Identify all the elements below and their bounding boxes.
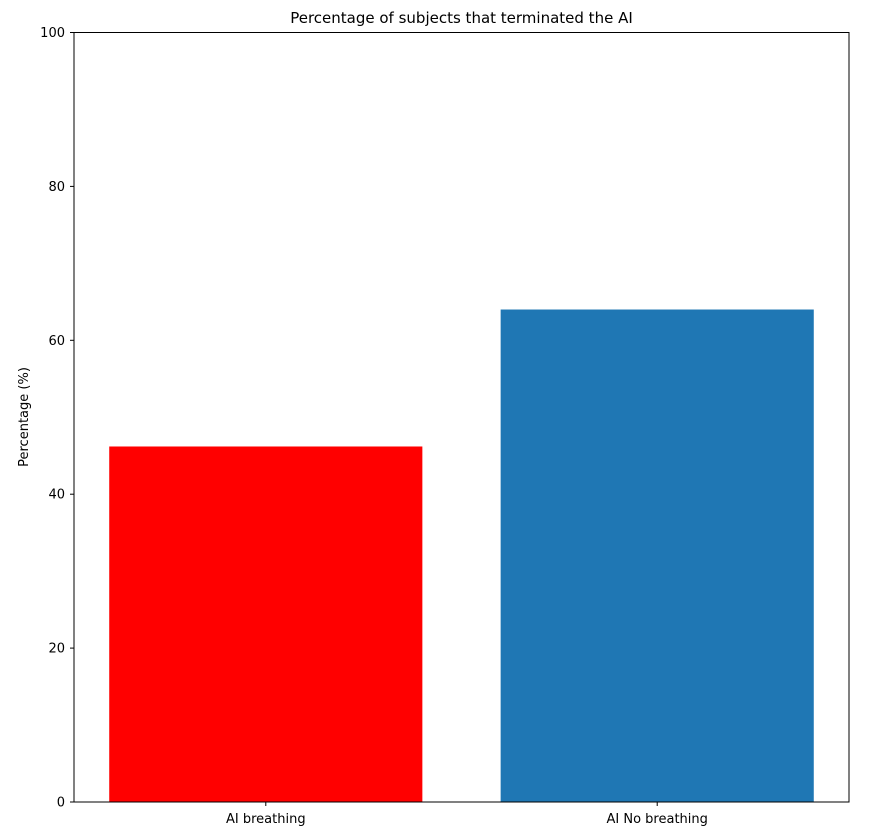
x-tick-label-0: AI breathing (226, 812, 306, 827)
y-tick-label-5: 100 (40, 26, 65, 41)
y-axis-label: Percentage (%) (17, 367, 32, 467)
y-tick-label-2: 40 (48, 488, 65, 503)
chart-title: Percentage of subjects that terminated t… (290, 9, 633, 27)
x-tick-label-1: AI No breathing (607, 812, 708, 827)
y-tick-label-4: 80 (48, 180, 65, 195)
plot-frame (73, 32, 850, 803)
y-tick-label-1: 20 (48, 642, 65, 657)
y-tick-label-3: 60 (48, 334, 65, 349)
bars-group (109, 309, 814, 802)
bar-1 (500, 309, 814, 802)
x-axis-ticks: AI breathing AI No breathing (226, 802, 708, 827)
bar-0 (109, 446, 423, 802)
y-tick-label-0: 0 (57, 796, 65, 811)
y-axis-ticks: 0 20 40 60 80 100 (40, 26, 74, 811)
